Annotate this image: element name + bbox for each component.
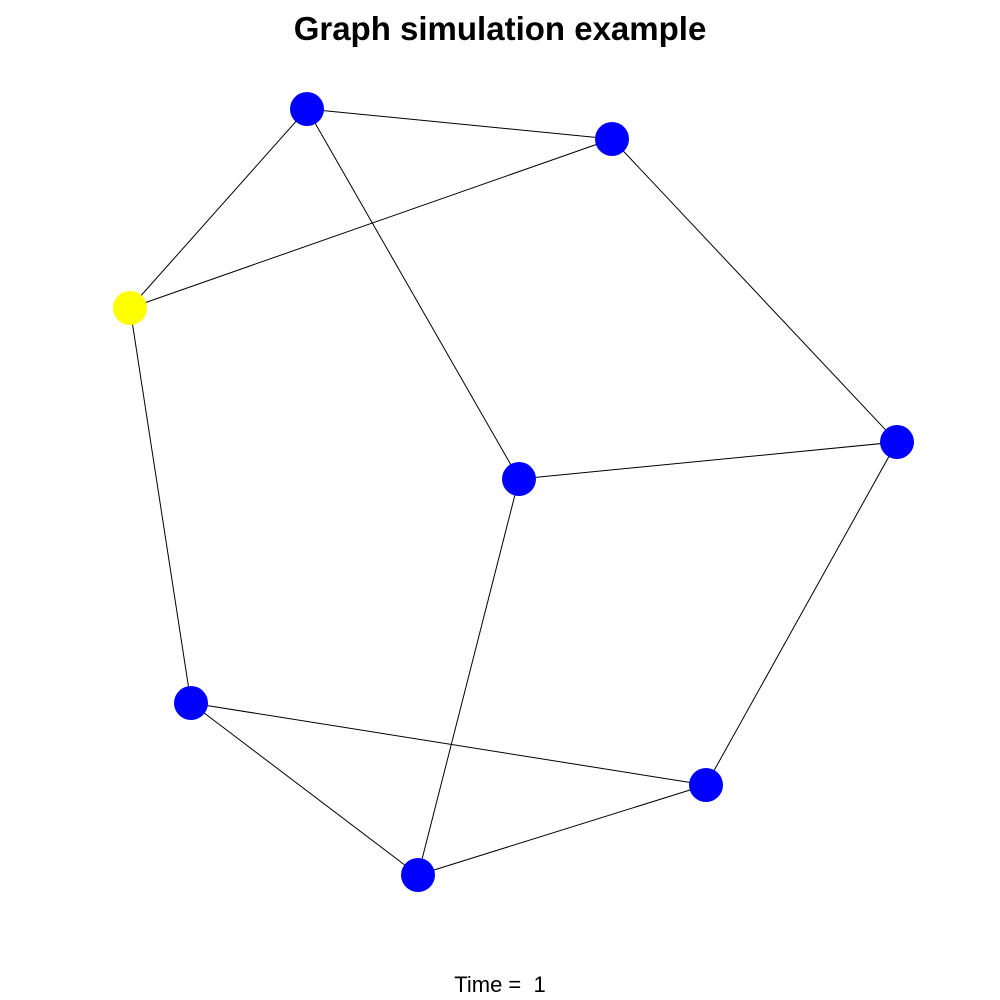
node-n5 (880, 425, 914, 459)
edge-n5-n7 (705, 441, 898, 786)
edge-n4-n5 (518, 441, 898, 480)
edge-layer (129, 108, 898, 876)
node-n6 (174, 686, 208, 720)
node-n7 (689, 768, 723, 802)
edge-n2-n5 (611, 138, 898, 443)
time-label: Time = 1 (454, 972, 546, 997)
edge-n7-n8 (417, 784, 707, 876)
node-n4 (502, 462, 536, 496)
edge-n1-n2 (306, 108, 613, 140)
edge-n1-n3 (129, 108, 308, 309)
edge-n2-n3 (129, 138, 613, 309)
edge-n6-n7 (190, 702, 707, 786)
edge-n4-n8 (417, 478, 520, 876)
node-layer (113, 92, 914, 892)
node-n1 (290, 92, 324, 126)
edge-n6-n8 (190, 702, 419, 876)
node-n8 (401, 858, 435, 892)
edge-n3-n6 (129, 307, 192, 704)
plot-title: Graph simulation example (293, 10, 707, 47)
node-n3-active (113, 291, 147, 325)
edge-n1-n4 (306, 108, 520, 480)
node-n2 (595, 122, 629, 156)
